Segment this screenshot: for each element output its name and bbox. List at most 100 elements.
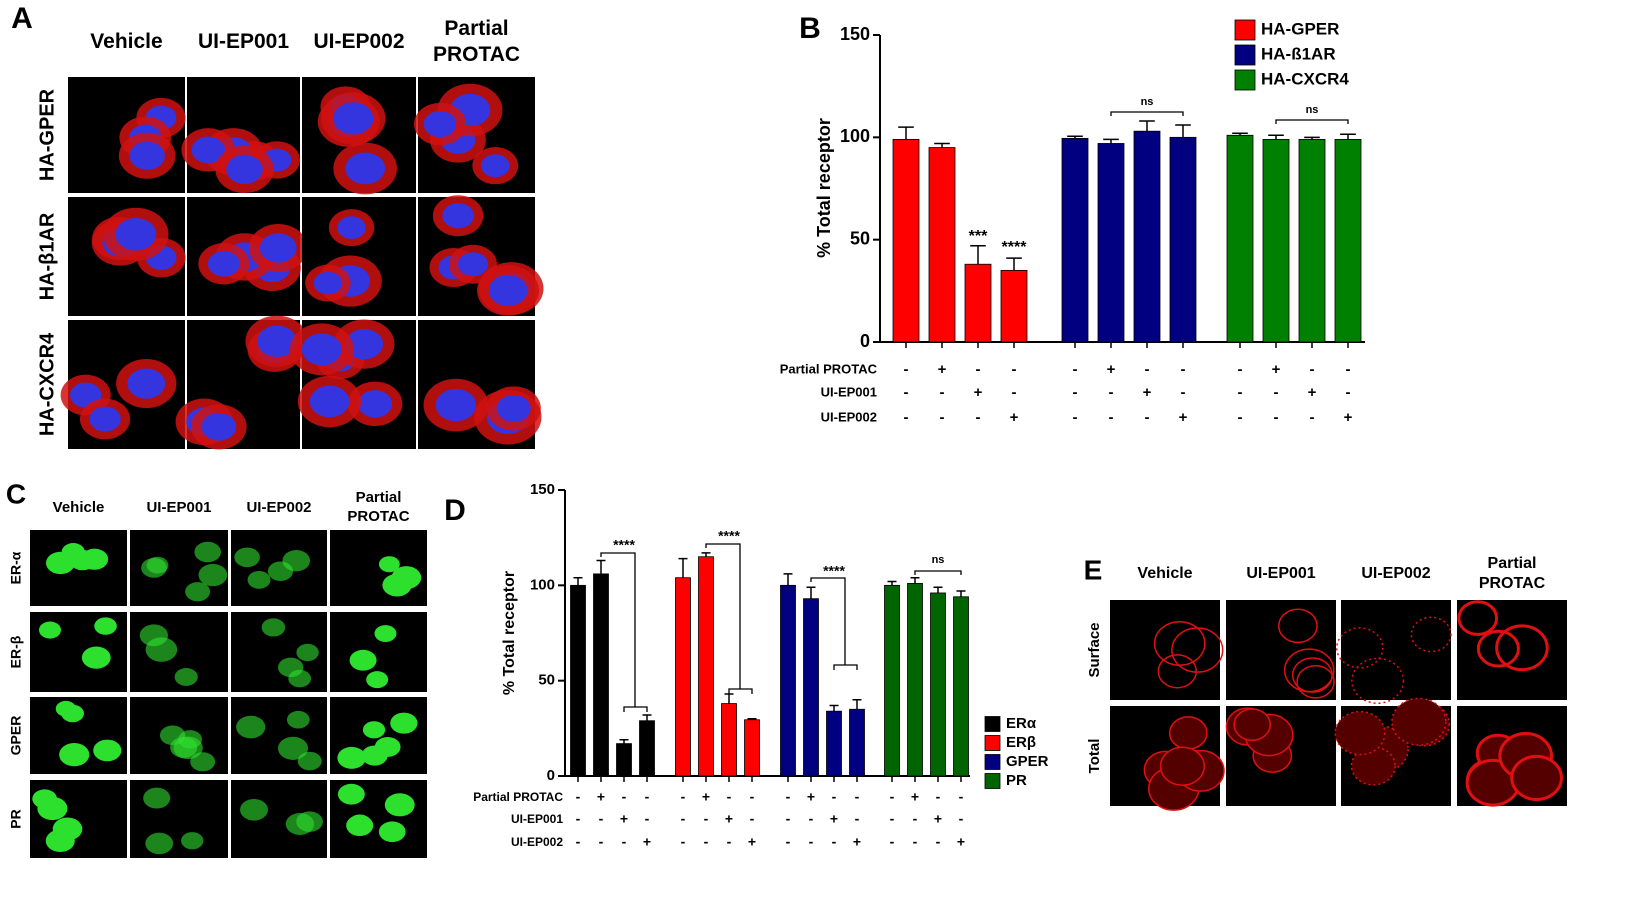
treatment-sign: - (855, 811, 860, 827)
nucleus (297, 751, 322, 771)
treatment-sign: - (1346, 384, 1351, 401)
treatment-sign: - (645, 811, 650, 827)
treatment-sign: - (904, 361, 909, 378)
nucleus (81, 646, 111, 669)
nucleus (181, 832, 204, 850)
row-label: Total (1086, 739, 1103, 774)
treatment-sign: - (832, 834, 837, 850)
error-bar (783, 573, 793, 586)
treatment-sign: + (748, 834, 756, 850)
nucleus (80, 548, 109, 570)
treatment-sign: - (936, 789, 941, 805)
nucleus (378, 556, 400, 573)
cell-outline (1171, 627, 1224, 673)
nucleus (362, 721, 386, 739)
treatment-sign: - (1181, 384, 1186, 401)
significance-bracket (810, 577, 858, 670)
treatment-sign: - (599, 834, 604, 850)
bar (907, 583, 923, 777)
error-bar (1268, 134, 1284, 140)
treatment-sign: - (704, 811, 709, 827)
nucleus (59, 742, 90, 767)
nucleus (423, 111, 457, 138)
error-bar (701, 552, 711, 557)
row-label: HA-CXCR4 (36, 332, 58, 436)
treatment-sign: - (1145, 409, 1150, 426)
nucleus (94, 617, 117, 635)
bar (616, 743, 632, 777)
column-header: UI-EP001 (146, 498, 212, 516)
treatment-label: UI-EP002 (821, 409, 877, 424)
micrograph (68, 197, 186, 316)
error-bar (596, 559, 606, 574)
treatment-sign: + (1272, 361, 1281, 378)
nucleus (185, 582, 211, 602)
treatment-sign: - (786, 811, 791, 827)
nucleus (52, 817, 83, 841)
treatment-sign: - (1073, 409, 1078, 426)
treatment-sign: - (622, 834, 627, 850)
micrograph (413, 77, 535, 193)
micrograph (130, 530, 228, 606)
micrograph (1457, 706, 1567, 807)
nucleus (93, 739, 122, 762)
bar (1061, 137, 1089, 343)
column-header: UI-EP002 (313, 29, 405, 53)
micrograph-bg (1226, 600, 1336, 700)
micrograph (330, 612, 427, 692)
nucleus (145, 832, 174, 855)
micrograph (418, 195, 544, 316)
significance-label: *** (969, 228, 988, 245)
legend-label: ERβ (1006, 734, 1036, 751)
nucleus (201, 412, 237, 441)
error-bar (934, 142, 950, 148)
cell-outline (1334, 710, 1386, 756)
error-bar (678, 557, 688, 578)
y-tick-label: 50 (850, 228, 870, 248)
treatment-sign: - (940, 409, 945, 426)
panel-letter: A (11, 2, 33, 35)
bar (803, 598, 819, 777)
micrograph (330, 530, 427, 606)
treatment-sign: - (936, 834, 941, 850)
treatment-sign: + (974, 384, 983, 401)
micrograph (231, 780, 327, 858)
nucleus (333, 102, 374, 135)
micrograph-bg (1341, 600, 1451, 700)
nucleus (337, 216, 366, 240)
micrograph (30, 612, 127, 692)
nucleus (337, 746, 366, 769)
treatment-sign: + (853, 834, 861, 850)
column-header: UI-EP001 (197, 29, 290, 53)
micrograph (68, 77, 186, 193)
nucleus (435, 388, 477, 422)
bar (721, 703, 737, 777)
treatment-sign: - (645, 789, 650, 805)
error-bar (642, 714, 652, 721)
micrograph (1336, 600, 1452, 704)
y-tick-label: 150 (530, 481, 555, 498)
treatment-sign: - (1012, 361, 1017, 378)
bar (884, 584, 900, 777)
nucleus (296, 643, 319, 662)
nucleus (89, 406, 121, 432)
column-header: Partial PROTAC (347, 489, 410, 525)
treatment-sign: - (1274, 384, 1279, 401)
bar (964, 263, 992, 343)
bar (826, 710, 842, 777)
micrograph (330, 780, 427, 858)
panel-letter: E (1084, 554, 1103, 585)
legend-label: PR (1006, 772, 1027, 789)
treatment-sign: - (959, 811, 964, 827)
nucleus (174, 668, 198, 686)
bar (892, 138, 920, 343)
nucleus (127, 368, 166, 399)
panel-letter: B (799, 12, 821, 45)
y-tick-label: 100 (530, 576, 555, 593)
legend-label: HA-GPER (1261, 19, 1339, 38)
nucleus (378, 821, 406, 843)
treatment-label: UI-EP001 (821, 384, 877, 399)
treatment-sign: - (1145, 361, 1150, 378)
error-bar (1103, 138, 1119, 144)
treatment-sign: + (620, 811, 628, 827)
